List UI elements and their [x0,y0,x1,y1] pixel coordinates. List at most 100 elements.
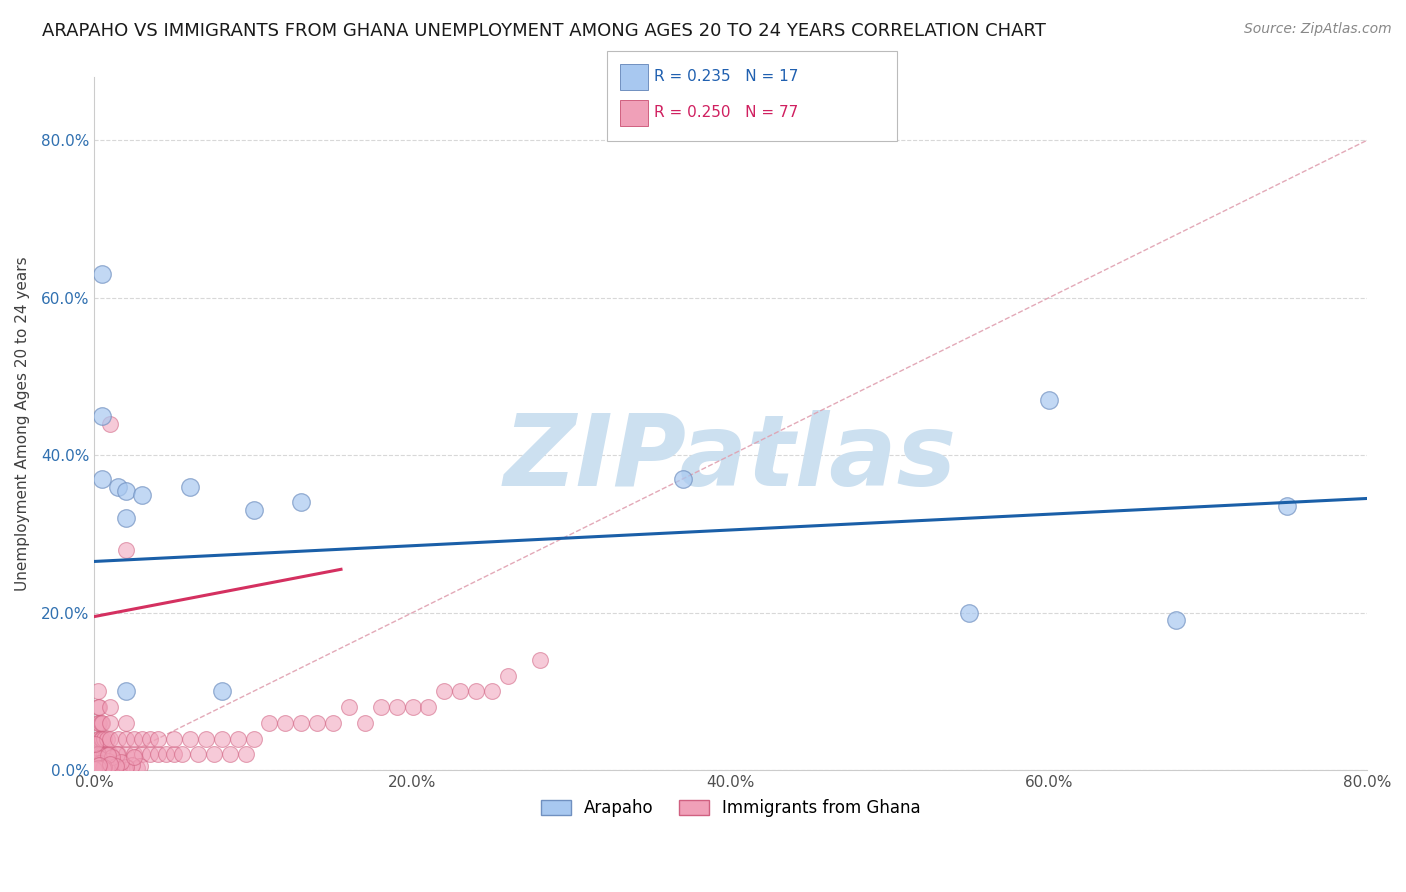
Point [89,756,111,770]
Point [211,684,233,698]
Text: ARAPAHO VS IMMIGRANTS FROM GHANA UNEMPLOYMENT AMONG AGES 20 TO 24 YEARS CORRELAT: ARAPAHO VS IMMIGRANTS FROM GHANA UNEMPLO… [42,22,1046,40]
Point [90,747,112,762]
Point [100,700,122,714]
Point [89,757,111,772]
Point [89,757,111,772]
Point [957,606,980,620]
Point [115,747,138,762]
Point [449,684,471,698]
Point [211,731,233,746]
Point [86,747,108,762]
Point [121,757,143,772]
Point [401,700,423,714]
Point [97,747,120,762]
Point [107,480,129,494]
Text: R = 0.235   N = 17: R = 0.235 N = 17 [654,70,799,84]
Point [83,762,105,776]
Point [131,747,153,762]
Point [163,731,186,746]
Point [1277,500,1299,514]
Point [110,755,132,769]
Text: Source: ZipAtlas.com: Source: ZipAtlas.com [1244,22,1392,37]
Point [96,760,118,774]
Point [89,715,111,730]
Point [179,731,201,746]
Point [218,747,240,762]
Point [337,700,360,714]
Point [481,684,503,698]
Point [127,761,149,775]
Point [86,684,108,698]
Point [91,761,114,775]
Point [86,763,108,777]
Point [107,731,129,746]
Point [98,757,121,772]
Point [672,472,695,486]
Point [84,762,107,776]
Point [104,758,127,772]
Point [83,761,105,775]
Point [91,731,114,746]
Point [202,747,225,762]
Point [115,763,138,777]
Point [418,700,440,714]
Point [122,747,145,762]
Point [87,747,110,761]
Point [101,750,124,764]
Point [91,747,114,762]
Point [105,747,128,762]
Point [100,715,122,730]
Point [155,747,177,762]
Point [1038,393,1060,408]
Point [103,757,125,772]
Point [89,751,111,765]
Legend: Arapaho, Immigrants from Ghana: Arapaho, Immigrants from Ghana [534,793,928,824]
Point [129,759,152,773]
Point [87,758,110,772]
Point [91,472,114,486]
Point [385,700,408,714]
Point [242,503,264,517]
Point [115,715,138,730]
Point [242,731,264,746]
Point [100,747,122,762]
Point [290,715,312,730]
Point [139,731,162,746]
Point [83,737,105,751]
Point [91,267,114,281]
Point [84,762,107,776]
Point [103,761,125,775]
Point [170,747,193,762]
Point [91,409,114,423]
Point [87,756,110,770]
Point [1164,614,1187,628]
Point [115,731,138,746]
Point [96,758,118,772]
Point [115,511,138,525]
Point [97,762,120,776]
Point [89,763,111,777]
Point [89,700,111,714]
Point [122,750,145,764]
Point [226,731,249,746]
Point [115,684,138,698]
Point [90,731,112,746]
Point [93,760,115,774]
Point [91,763,114,777]
Point [122,731,145,746]
Point [465,684,488,698]
Point [115,483,138,498]
Point [96,747,118,762]
Point [86,700,108,714]
Y-axis label: Unemployment Among Ages 20 to 24 years: Unemployment Among Ages 20 to 24 years [15,256,30,591]
Point [94,763,117,777]
Point [163,747,186,762]
Point [235,747,257,762]
Point [89,761,111,775]
Point [187,747,209,762]
Point [90,763,112,777]
Point [100,763,122,777]
Point [94,747,117,762]
Point [91,761,114,775]
Point [96,731,118,746]
